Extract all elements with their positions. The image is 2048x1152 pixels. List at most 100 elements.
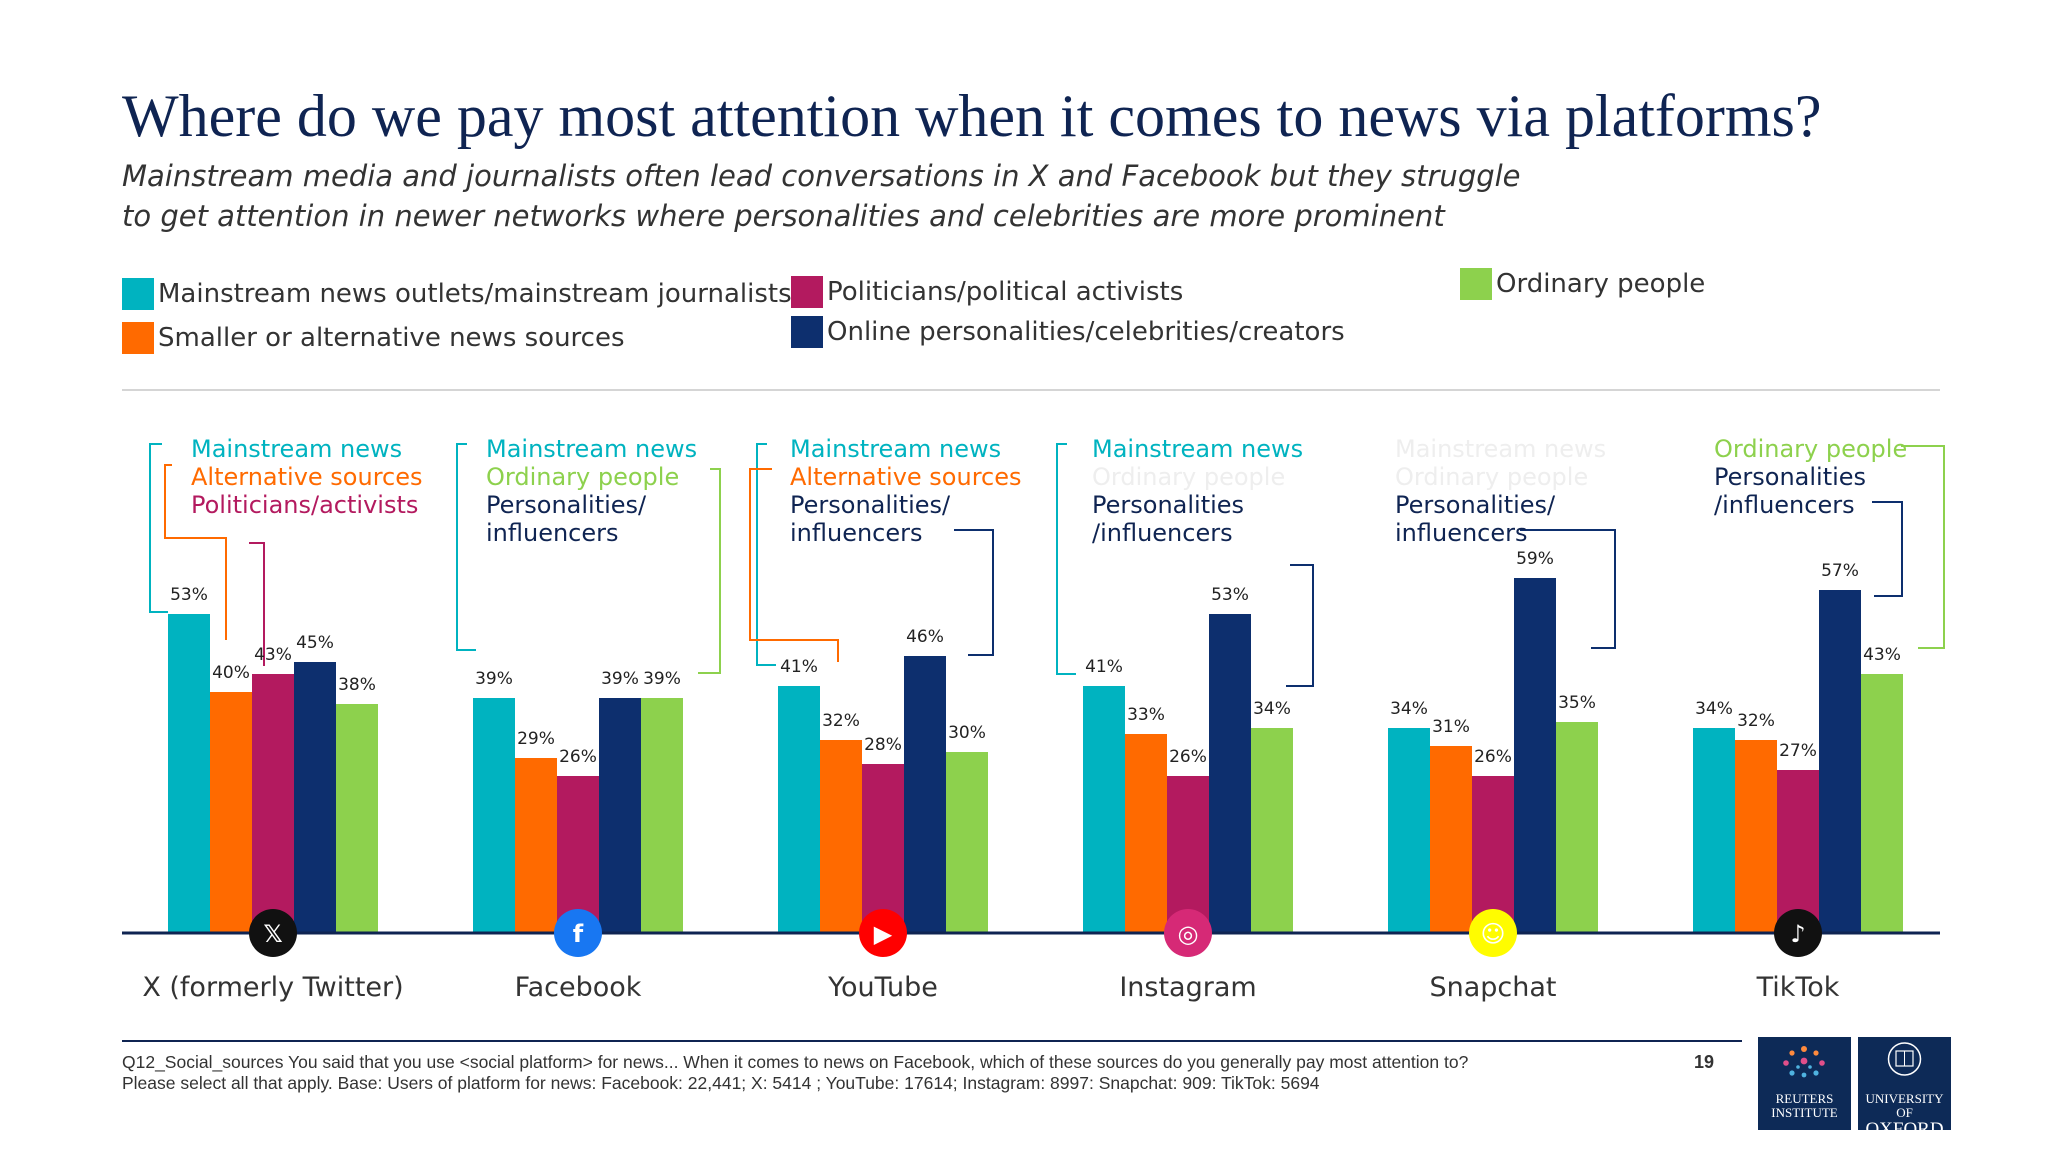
x-icon-glyph: 𝕏 (263, 920, 282, 948)
value-label-mainstream-3: 41% (780, 657, 818, 677)
category-label-3: YouTube (827, 972, 938, 1003)
bar-mainstream-2 (473, 698, 515, 932)
bar-personalities-2 (599, 698, 641, 932)
category-label-6: TikTok (1756, 972, 1840, 1003)
instagram-icon-glyph: ◎ (1178, 920, 1199, 948)
annotation-bracket-3 (249, 542, 265, 666)
value-label-personalities-5: 59% (1516, 549, 1554, 569)
page-title: Where do we pay most attention when it c… (122, 83, 1822, 149)
footnote-line-1: Q12_Social_sources You said that you use… (122, 1052, 1469, 1072)
value-label-mainstream-5: 34% (1390, 699, 1428, 719)
youtube-icon (859, 909, 907, 957)
value-label-personalities-6: 57% (1821, 561, 1859, 581)
footnote: Q12_Social_sources You said that you use… (122, 1052, 1682, 1094)
legend-swatch-personalities (791, 316, 823, 348)
annotation-bracket-12 (1901, 445, 1945, 649)
category-label-2: Facebook (515, 972, 642, 1003)
value-label-alternative-5: 31% (1432, 717, 1470, 737)
bar-ordinary-1 (336, 704, 378, 932)
oxford-university-logo: UNIVERSITY OF OXFORD (1858, 1037, 1951, 1140)
footnote-line-2: Please select all that apply. Base: User… (122, 1073, 1320, 1093)
legend-item-personalities: Online personalities/celebrities/creator… (791, 316, 1345, 348)
page-number: 19 (1694, 1052, 1715, 1072)
page-subtitle: Mainstream media and journalists often l… (122, 156, 1622, 236)
value-label-alternative-2: 29% (517, 729, 555, 749)
annotation-bracket-2 (164, 464, 227, 640)
annotation-5-line-4: influencers (1395, 519, 1528, 547)
value-label-ordinary-4: 34% (1253, 699, 1291, 719)
annotation-bracket-6 (756, 443, 776, 666)
facebook-icon (554, 909, 602, 957)
reuters-logo-line-2: INSTITUTE (1771, 1105, 1838, 1120)
reuters-institute-logo: REUTERS INSTITUTE (1758, 1037, 1851, 1130)
value-label-alternative-1: 40% (212, 663, 250, 683)
legend-label-politicians: Politicians/political activists (827, 277, 1184, 307)
value-label-politicians-2: 26% (559, 747, 597, 767)
annotation-2-line-3: Personalities/ (486, 491, 647, 519)
footer-divider (122, 1040, 1742, 1042)
legend-item-mainstream: Mainstream news outlets/mainstream journ… (122, 278, 792, 310)
annotation-1-line-1: Mainstream news (191, 435, 402, 463)
annotation-1-line-3: Politicians/activists (191, 491, 418, 519)
value-label-personalities-2: 39% (601, 669, 639, 689)
annotation-bracket-8 (954, 529, 994, 656)
value-label-personalities-4: 53% (1211, 585, 1249, 605)
annotation-6-line-1: Ordinary people (1714, 435, 1907, 463)
bar-personalities-3 (904, 656, 946, 932)
bar-ordinary-6 (1861, 674, 1903, 932)
value-label-politicians-4: 26% (1169, 747, 1207, 767)
bar-mainstream-3 (778, 686, 820, 932)
value-label-mainstream-6: 34% (1695, 699, 1733, 719)
value-label-ordinary-5: 35% (1558, 693, 1596, 713)
bar-personalities-1 (294, 662, 336, 932)
value-label-ordinary-1: 38% (338, 675, 376, 695)
annotation-bracket-7 (749, 468, 839, 662)
annotation-2-line-2: Ordinary people (486, 463, 679, 491)
annotation-3-line-3: Personalities/ (790, 491, 951, 519)
bar-alternative-6 (1735, 740, 1777, 932)
annotation-bracket-1 (149, 443, 168, 613)
annotation-3-line-4: influencers (790, 519, 923, 547)
bar-alternative-1 (210, 692, 252, 932)
value-label-ordinary-3: 30% (948, 723, 986, 743)
youtube-icon-glyph: ▶ (874, 920, 893, 948)
annotation-3-line-1: Mainstream news (790, 435, 1001, 463)
bar-alternative-3 (820, 740, 862, 932)
annotation-6-line-2: Personalities (1714, 463, 1866, 491)
bar-politicians-4 (1167, 776, 1209, 932)
value-label-politicians-6: 27% (1779, 741, 1817, 761)
legend-label-ordinary: Ordinary people (1496, 269, 1706, 299)
annotation-1-line-2: Alternative sources (191, 463, 423, 491)
annotation-2-line-1: Mainstream news (486, 435, 697, 463)
category-label-1: X (formerly Twitter) (142, 972, 403, 1003)
legend-item-ordinary: Ordinary people (1460, 268, 1705, 300)
facebook-icon-glyph: f (573, 920, 584, 948)
bar-politicians-5 (1472, 776, 1514, 932)
annotation-bracket-4 (456, 443, 476, 651)
annotation-5-line-3: Personalities/ (1395, 491, 1556, 519)
legend-item-politicians: Politicians/political activists (791, 276, 1183, 308)
oxford-crest-icon (1887, 1042, 1922, 1076)
annotation-3-line-2: Alternative sources (790, 463, 1022, 491)
bar-politicians-3 (862, 764, 904, 932)
annotation-5-line-1: Mainstream news (1395, 435, 1606, 463)
bar-ordinary-5 (1556, 722, 1598, 932)
annotation-bracket-11 (1520, 529, 1616, 649)
bar-personalities-5 (1514, 578, 1556, 932)
legend-item-alternative: Smaller or alternative news sources (122, 322, 625, 354)
reuters-logo-line-1: REUTERS (1775, 1091, 1834, 1106)
snapchat-icon-glyph: ☺ (1480, 920, 1505, 948)
value-label-alternative-3: 32% (822, 711, 860, 731)
snapchat-icon (1469, 909, 1517, 957)
bar-personalities-4 (1209, 614, 1251, 932)
instagram-icon (1164, 909, 1212, 957)
bar-ordinary-3 (946, 752, 988, 932)
legend-divider (122, 389, 1940, 391)
tiktok-icon-glyph: ♪ (1790, 920, 1805, 948)
subtitle-line-2: to get attention in newer networks where… (122, 199, 1445, 233)
value-label-politicians-3: 28% (864, 735, 902, 755)
bar-politicians-6 (1777, 770, 1819, 932)
annotation-bracket-5 (698, 468, 721, 674)
value-label-alternative-6: 32% (1737, 711, 1775, 731)
value-label-personalities-3: 46% (906, 627, 944, 647)
